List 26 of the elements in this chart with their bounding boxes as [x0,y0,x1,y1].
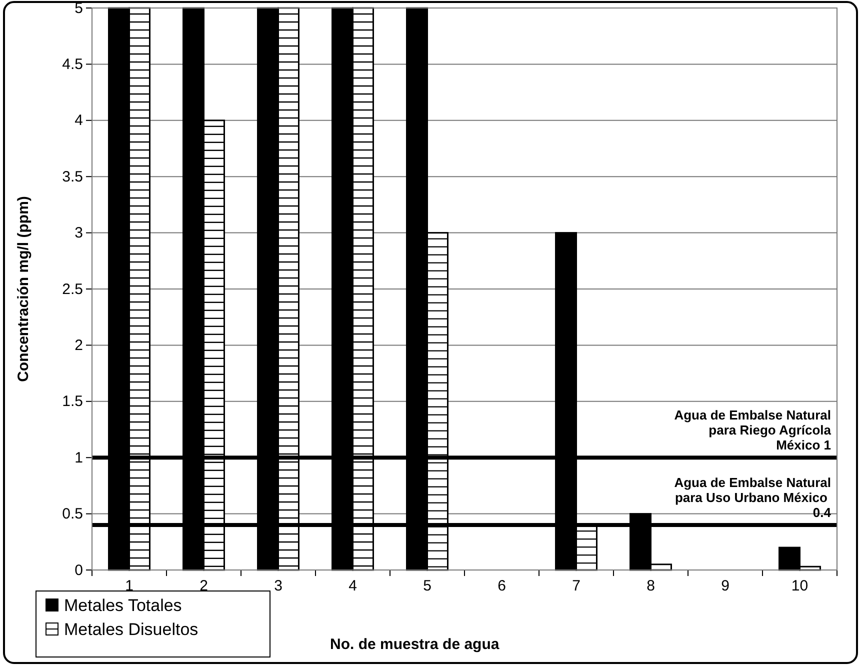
x-tick-label: 10 [791,578,808,595]
x-tick-label: 9 [721,578,730,595]
x-tick-label: 6 [498,578,506,595]
y-tick-label: 2 [74,337,83,354]
x-axis-title: No. de muestra de agua [330,636,500,653]
x-tick-label: 8 [646,578,655,595]
y-tick-label: 4.5 [62,56,83,73]
y-axis-title: Concentración mg/l (ppm) [15,196,32,382]
y-tick-label: 3 [74,224,83,242]
y-tick-label: 3.5 [62,168,83,186]
x-tick-label: 3 [274,578,282,595]
y-tick-label: 1.5 [62,393,83,410]
y-tick-label: 2.5 [62,280,83,298]
y-tick-label: 1 [74,449,83,466]
x-tick-label: 1 [125,578,134,595]
y-tick-label: 0.5 [62,506,83,523]
ref-line-label: Agua de Embalse Natural para Riego Agrícola México 1 [674,408,832,453]
x-tick-label: 2 [200,578,208,595]
y-tick-label: 0 [74,562,83,579]
x-tick-label: 7 [572,578,580,595]
y-tick-label: 4 [74,112,83,130]
legend-label: Metales Totales [64,596,182,615]
legend-label: Metales Disueltos [64,620,198,639]
x-tick-label: 4 [348,578,357,595]
x-tick-label: 5 [423,578,432,595]
ref-line-label: Agua de Embalse Natural para Uso Urbano México 0.4 [674,475,832,520]
